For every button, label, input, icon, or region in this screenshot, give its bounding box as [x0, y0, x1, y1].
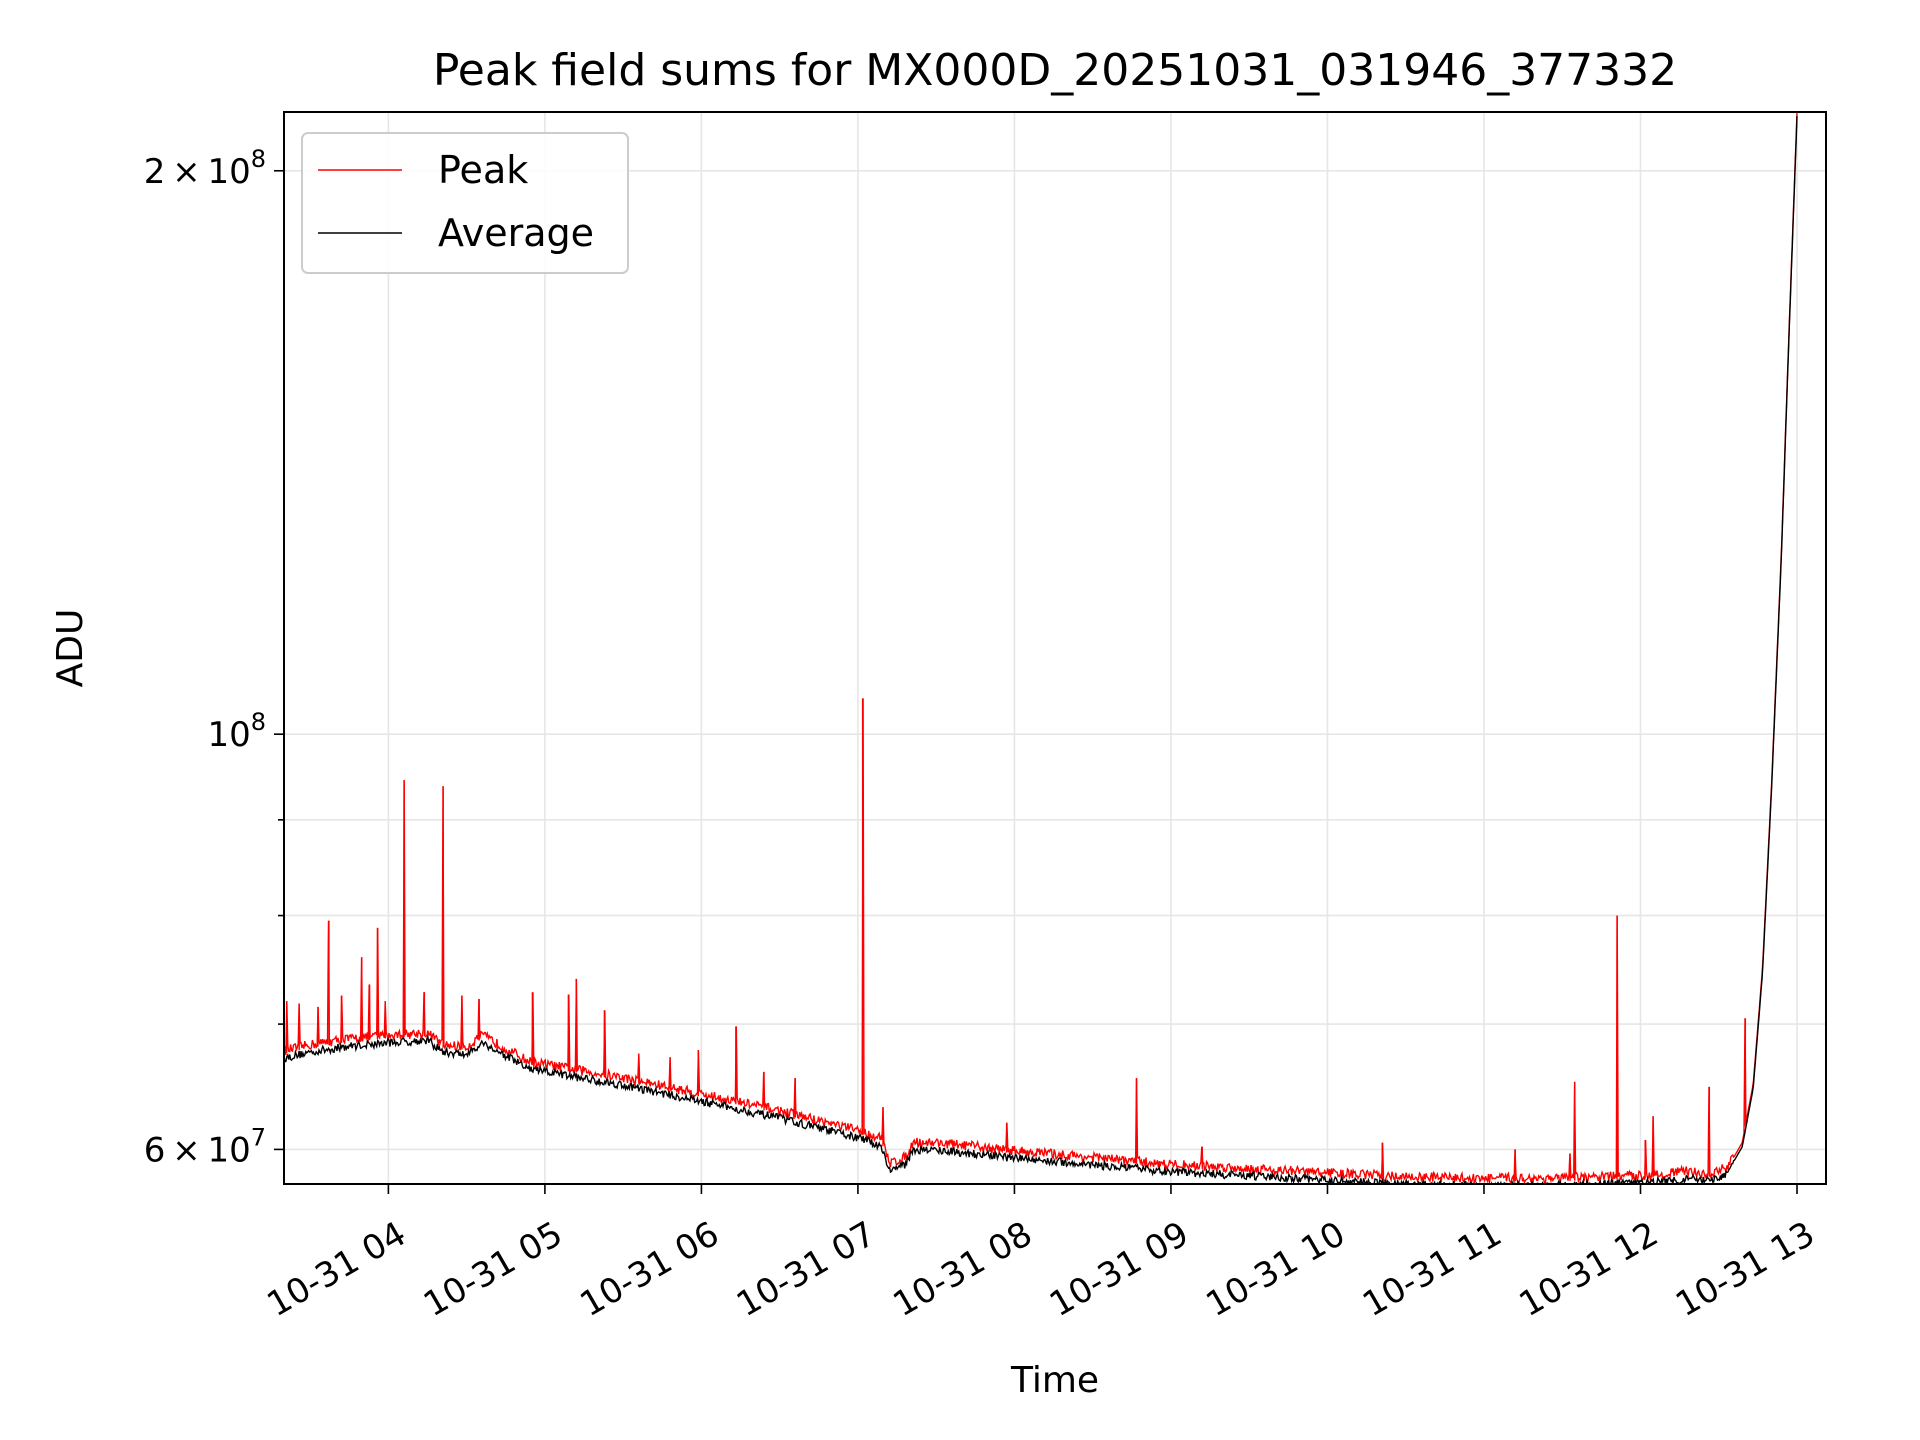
y-tick-label: 108	[207, 708, 266, 755]
grid-lines	[284, 112, 1826, 1184]
y-axis-label: ADU	[50, 609, 91, 688]
legend: Peak Average	[301, 132, 629, 274]
series-line-average	[284, 116, 1798, 1184]
chart-title: Peak field sums for MX000D_20251031_0319…	[433, 45, 1677, 96]
y-axis-ticks: 6 × 107 108 2 × 108	[144, 145, 284, 1170]
plot-frame	[283, 111, 1827, 1185]
y-tick-label: 2 × 108	[144, 145, 266, 192]
legend-box	[301, 132, 629, 274]
y-tick-label: 6 × 107	[144, 1123, 266, 1170]
legend-label-average: Average	[438, 211, 594, 255]
legend-label-peak: Peak	[438, 148, 528, 192]
x-axis-label: Time	[1010, 1360, 1099, 1401]
series-line-peak	[284, 112, 1798, 1184]
series-lines	[284, 112, 1798, 1184]
